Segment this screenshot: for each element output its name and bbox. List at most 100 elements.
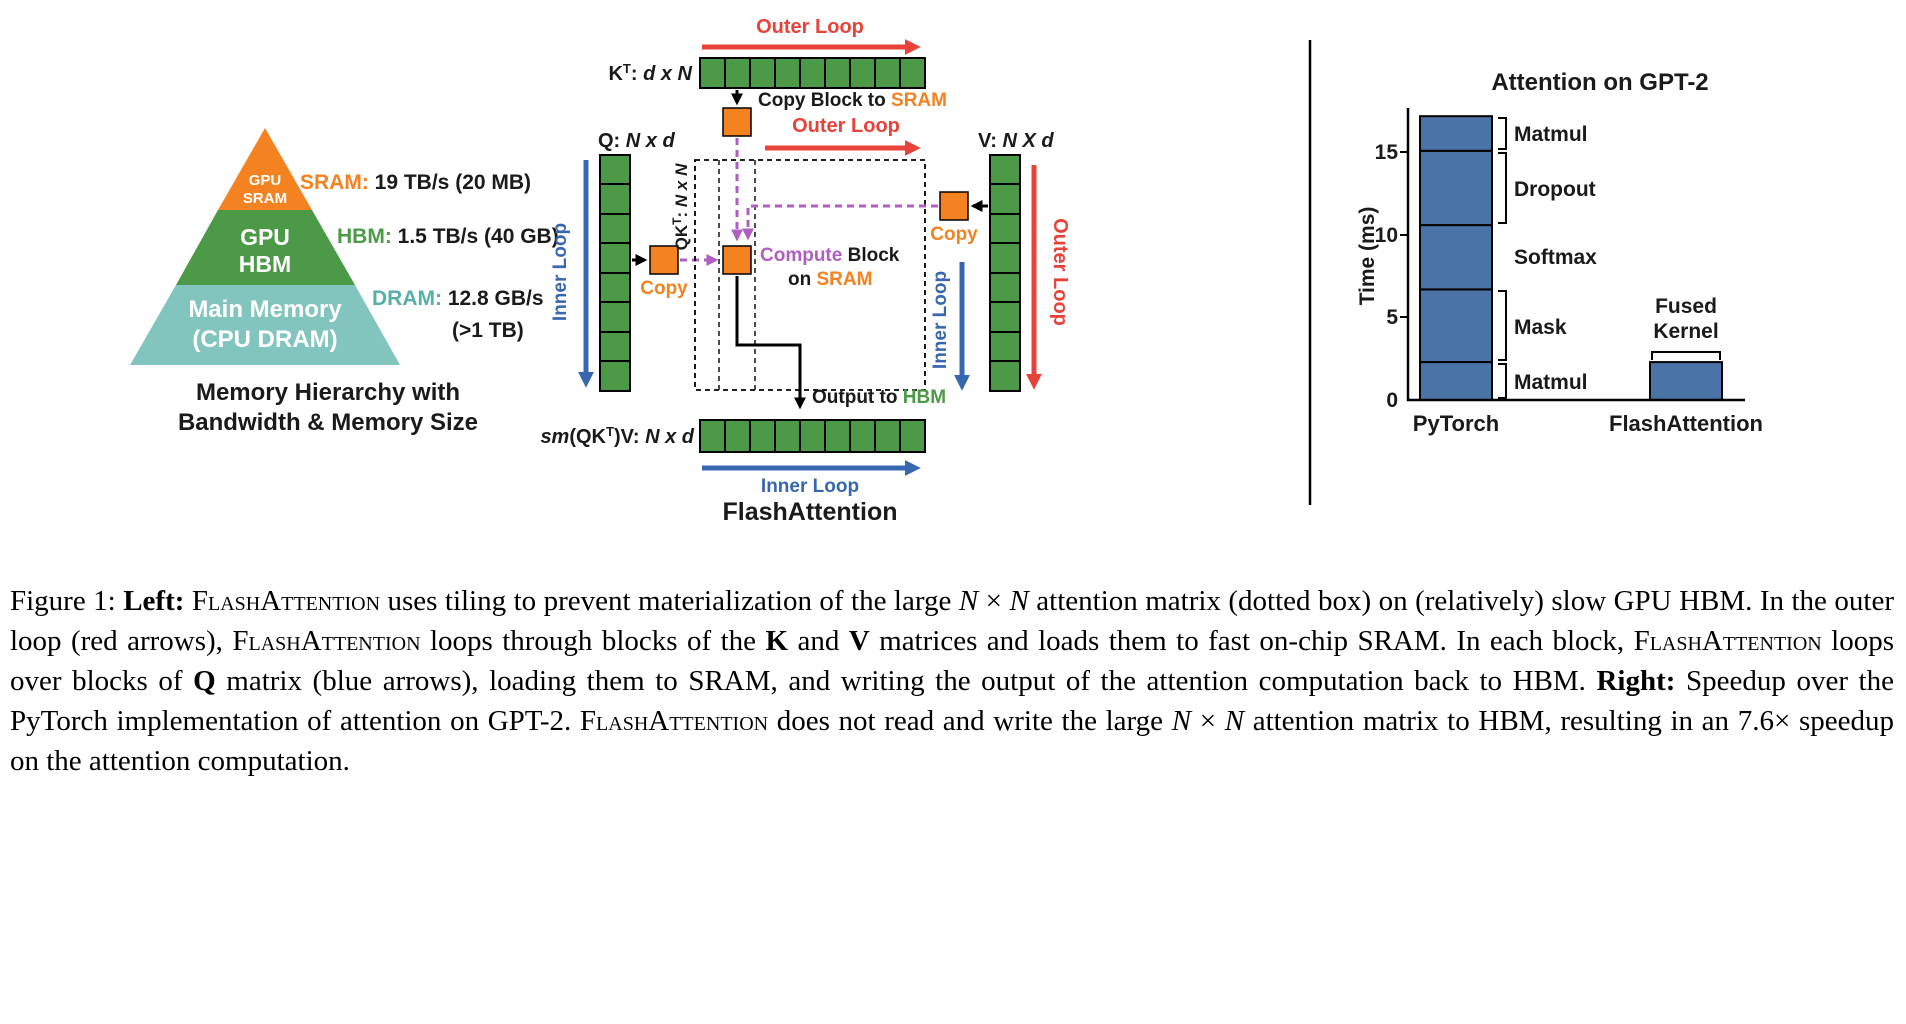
sram-copy-block-top — [722, 107, 752, 137]
bar-segment-pytorch-softmax — [1419, 224, 1493, 291]
copy-label-left: Copy — [640, 278, 688, 299]
compute-block-label-line2: on SRAM — [788, 269, 872, 290]
figure-canvas: GPU SRAM GPU HBM Main Memory (CPU DRAM) … — [130, 16, 1763, 526]
dram-capacity-annotation: (>1 TB) — [452, 319, 524, 342]
output-to-hbm-arrow — [735, 276, 806, 410]
compute-block-label-line1: Compute Block — [760, 245, 900, 266]
caption-run: uses tiling to prevent materialization o… — [380, 585, 959, 617]
attention-matrix-dotted-box — [694, 159, 926, 391]
chart-y-axis-label: Time (ms) — [1356, 207, 1379, 306]
caption-run: N — [1224, 705, 1245, 737]
chart-tick-marks — [1400, 151, 1408, 318]
figure-caption: Figure 1: Left: FlashAttention uses tili… — [10, 581, 1894, 781]
caption-run: N — [958, 585, 979, 617]
sram-level-label-line1: GPU — [249, 172, 282, 189]
outer-loop-top-label: Outer Loop — [756, 16, 864, 38]
segment-label-mask: Mask — [1514, 316, 1567, 339]
dotted-box-column-guides — [718, 160, 756, 390]
qkt-matrix-label: QKT: N x N — [670, 163, 691, 250]
kt-matrix — [699, 57, 926, 89]
bar-segment-pytorch-dropout — [1419, 149, 1493, 227]
v-matrix-label: V: N X d — [978, 130, 1054, 152]
dram-level-label-line1: Main Memory — [188, 296, 342, 323]
caption-run: Q — [193, 665, 216, 697]
matmul-bottom-bracket — [1498, 363, 1507, 399]
caption-run: × — [1191, 705, 1225, 737]
caption-run: Speedup over the PyTorch implementation … — [10, 665, 1894, 737]
ytick-10: 10 — [1375, 224, 1398, 247]
matmul-top-bracket — [1498, 117, 1507, 150]
dram-bandwidth-annotation: DRAM: 12.8 GB/s — [372, 287, 544, 310]
outer-loop-mid-label: Outer Loop — [792, 115, 900, 137]
caption-run — [184, 585, 191, 617]
caption-run: does not read and write the large — [768, 705, 1172, 737]
chart-bars — [1419, 115, 1723, 402]
fused-kernel-label-line1: Fused — [1655, 295, 1717, 318]
bar-segment-pytorch-matmul — [1419, 115, 1493, 152]
hbm-level-label-line1: GPU — [240, 224, 290, 250]
caption-run: Figure 1: — [10, 585, 124, 617]
attention-gpt2-chart: Attention on GPT-2 Time (ms) 15 10 5 0 M… — [1356, 69, 1763, 436]
segment-label-dropout: Dropout — [1514, 178, 1596, 201]
memory-pyramid: GPU SRAM GPU HBM Main Memory (CPU DRAM) … — [130, 128, 559, 436]
compute-block-square — [722, 245, 752, 275]
v-matrix — [989, 154, 1021, 392]
copy-block-left — [649, 245, 679, 275]
segment-label-matmul-top: Matmul — [1514, 123, 1588, 146]
dropout-bracket — [1498, 152, 1507, 224]
fused-kernel-bracket — [1651, 351, 1721, 360]
caption-run: FlashAttention — [191, 585, 381, 617]
flashattention-diagram-title: FlashAttention — [723, 498, 898, 526]
inner-loop-left-label: Inner Loop — [550, 223, 571, 321]
q-matrix — [599, 154, 631, 392]
output-matrix — [699, 419, 926, 453]
caption-run: Left: — [123, 585, 185, 617]
caption-run: × — [978, 585, 1010, 617]
ytick-15: 15 — [1375, 141, 1399, 164]
category-label-pytorch: PyTorch — [1413, 411, 1499, 436]
output-to-hbm-label: Output to HBM — [812, 387, 946, 408]
bar-segment-flashattention-fused-kernel — [1649, 361, 1723, 402]
pyramid-level-dram — [130, 285, 400, 365]
inner-loop-bottom-label: Inner Loop — [761, 476, 859, 497]
caption-run: Right: — [1596, 665, 1676, 697]
caption-run: and — [788, 625, 849, 657]
caption-run: FlashAttention — [232, 625, 421, 657]
category-label-flashattention: FlashAttention — [1609, 411, 1763, 436]
segment-label-softmax: Softmax — [1514, 246, 1597, 269]
kt-matrix-label: KT: d x N — [608, 61, 692, 85]
v-copy-to-compute-arrow — [742, 204, 938, 241]
outer-loop-right-label: Outer Loop — [1049, 218, 1071, 326]
caption-run: V — [848, 625, 870, 657]
caption-run: FlashAttention — [579, 705, 769, 737]
ytick-0: 0 — [1386, 389, 1398, 412]
caption-run: N — [1009, 585, 1029, 617]
output-matrix-label: sm(QKT)V: N x d — [540, 424, 694, 448]
caption-run: N — [1171, 705, 1192, 737]
mask-bracket — [1498, 290, 1507, 361]
segment-label-matmul-bottom: Matmul — [1514, 371, 1588, 394]
caption-run: loops through blocks of the — [420, 625, 766, 657]
sram-level-label-line2: SRAM — [243, 190, 287, 207]
inner-loop-right-label: Inner Loop — [930, 271, 951, 369]
pyramid-caption-line2: Bandwidth & Memory Size — [178, 409, 478, 436]
hbm-level-label-line2: HBM — [239, 251, 291, 277]
caption-run: matrix (blue arrows), loading them to SR… — [215, 665, 1597, 697]
caption-run: K — [765, 625, 789, 657]
chart-title: Attention on GPT-2 — [1491, 69, 1708, 96]
caption-run: attention matrix to HBM, resulting in an… — [10, 705, 1894, 777]
hbm-bandwidth-annotation: HBM: 1.5 TB/s (40 GB) — [337, 225, 559, 248]
copy-block-right — [939, 191, 969, 221]
caption-run: loops over blocks of — [10, 625, 1895, 697]
flashattention-diagram: Outer Loop KT: d x N Copy Block to SRAM … — [540, 16, 1071, 526]
copy-label-right: Copy — [930, 224, 978, 245]
chart-axes — [1406, 108, 1745, 402]
q-matrix-label: Q: N x d — [598, 130, 675, 152]
ytick-5: 5 — [1386, 306, 1398, 329]
pyramid-level-sram — [218, 128, 312, 210]
dram-level-label-line2: (CPU DRAM) — [192, 326, 337, 353]
bar-segment-pytorch-mask — [1419, 288, 1493, 363]
pyramid-level-hbm — [176, 210, 355, 285]
bar-segment-pytorch-matmul — [1419, 361, 1493, 402]
